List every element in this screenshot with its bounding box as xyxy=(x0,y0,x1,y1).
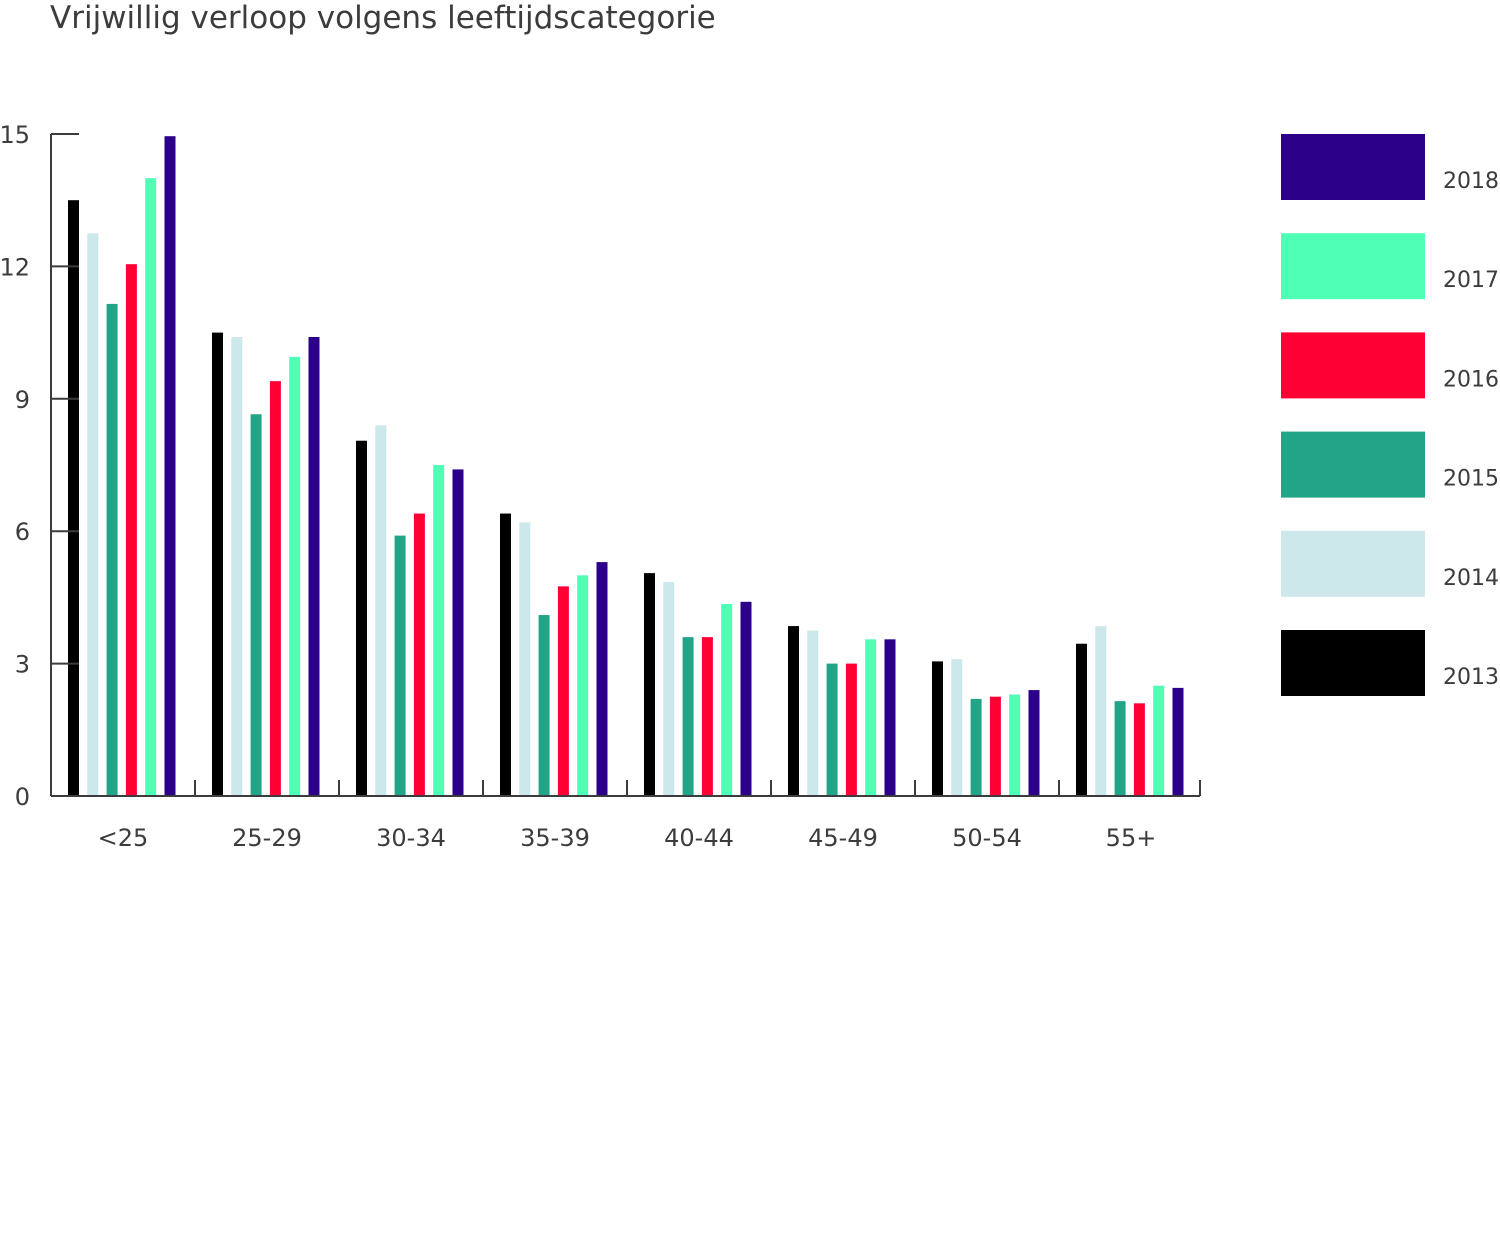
bar-2014-50-54 xyxy=(951,659,963,796)
bar-2015-55 xyxy=(1114,701,1126,796)
y-tick-label-3: 3 xyxy=(15,651,30,679)
legend-label-2017: 2017 xyxy=(1443,268,1499,293)
bar-2014-30-34 xyxy=(375,425,387,796)
bars-layer xyxy=(68,136,1184,797)
bar-2018-45-49 xyxy=(884,639,896,796)
legend-swatch-2015 xyxy=(1281,431,1425,498)
legend-swatch-2017 xyxy=(1281,233,1425,300)
bar-2013-50-54 xyxy=(932,661,943,796)
bar-2016-45-49 xyxy=(845,663,857,796)
bar-2017-25-29 xyxy=(289,356,301,796)
bar-2013-30-34 xyxy=(356,440,367,796)
x-tick-label-25-29: 25-29 xyxy=(232,824,302,852)
legend: 2018 2017 2016 2015 2014 2013 xyxy=(1281,134,1499,696)
legend-swatch-2013 xyxy=(1281,630,1425,696)
legend-label-2018: 2018 xyxy=(1443,169,1499,194)
x-tick-label-55: 55+ xyxy=(1106,824,1157,852)
bar-2013-35-39 xyxy=(500,513,511,796)
bar-2015-35-39 xyxy=(538,615,550,796)
axes-layer: 0 3 6 9 12 15 <25 25-29 30-34 35-39 40-44 45-49 50-5… xyxy=(0,121,1201,852)
bar-2018-25-29 xyxy=(308,337,320,796)
bar-2016-40-44 xyxy=(701,637,713,796)
bar-2018-40-44 xyxy=(740,601,752,796)
x-tick-label-30-34: 30-34 xyxy=(376,824,446,852)
bar-2015-30-34 xyxy=(394,535,406,796)
bar-2015-25 xyxy=(106,303,118,796)
bar-2015-25-29 xyxy=(250,414,262,796)
bar-2017-45-49 xyxy=(865,639,877,796)
bar-2014-40-44 xyxy=(663,581,675,796)
x-tick-label-25: <25 xyxy=(98,824,149,852)
bar-2015-45-49 xyxy=(826,663,838,796)
bar-2013-25 xyxy=(68,200,79,796)
x-tick-label-50-54: 50-54 xyxy=(952,824,1022,852)
bar-2018-25 xyxy=(164,136,176,796)
bar-2016-50-54 xyxy=(989,696,1001,796)
bar-2017-55 xyxy=(1153,685,1165,796)
y-tick-label-0: 0 xyxy=(15,783,30,811)
bar-2014-25 xyxy=(87,233,99,797)
bar-2018-30-34 xyxy=(452,469,464,796)
y-tick-label-6: 6 xyxy=(15,518,30,546)
bar-2017-30-34 xyxy=(433,465,445,796)
chart-title: Vrijwillig verloop volgens leeftijdscate… xyxy=(50,0,716,36)
bar-2014-25-29 xyxy=(231,337,243,796)
legend-swatch-2018 xyxy=(1281,134,1425,200)
bar-2018-55 xyxy=(1172,687,1184,796)
bar-2016-55 xyxy=(1133,703,1145,796)
bar-2013-55 xyxy=(1076,643,1087,796)
bar-2016-25 xyxy=(125,264,137,796)
bar-2014-55 xyxy=(1095,626,1107,796)
bar-2017-40-44 xyxy=(721,604,733,796)
bar-2013-45-49 xyxy=(788,626,799,796)
legend-label-2015: 2015 xyxy=(1443,467,1499,492)
bar-2017-25 xyxy=(145,178,157,797)
bar-2017-50-54 xyxy=(1009,694,1021,796)
bar-2018-50-54 xyxy=(1028,690,1040,796)
x-tick-label-45-49: 45-49 xyxy=(808,824,878,852)
bar-2013-40-44 xyxy=(644,573,655,796)
bar-2018-35-39 xyxy=(596,562,608,796)
legend-label-2016: 2016 xyxy=(1443,367,1499,392)
x-tick-label-35-39: 35-39 xyxy=(520,824,590,852)
y-tick-label-15: 15 xyxy=(0,121,30,149)
bar-2017-35-39 xyxy=(577,575,589,796)
bar-2016-30-34 xyxy=(413,513,425,796)
legend-swatch-2016 xyxy=(1281,332,1425,399)
x-tick-label-40-44: 40-44 xyxy=(664,824,734,852)
bar-2016-35-39 xyxy=(557,586,569,796)
bar-2016-25-29 xyxy=(269,381,281,796)
legend-swatch-2014 xyxy=(1281,530,1425,597)
bar-2014-45-49 xyxy=(807,630,819,796)
legend-label-2013: 2013 xyxy=(1443,665,1499,690)
bar-2015-40-44 xyxy=(682,637,694,796)
bar-2013-25-29 xyxy=(212,332,223,796)
y-tick-label-12: 12 xyxy=(0,253,30,281)
legend-label-2014: 2014 xyxy=(1443,566,1499,591)
y-tick-label-9: 9 xyxy=(15,386,30,414)
bar-2015-50-54 xyxy=(970,698,982,796)
bar-2014-35-39 xyxy=(519,522,531,796)
